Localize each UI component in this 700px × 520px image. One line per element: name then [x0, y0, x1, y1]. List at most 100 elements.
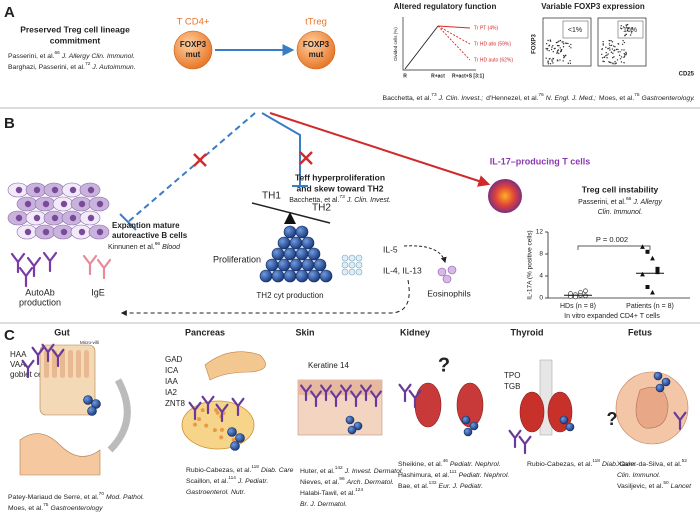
- dot: [606, 57, 608, 59]
- dot: [626, 27, 628, 29]
- dot: [617, 48, 619, 51]
- dot: [559, 39, 562, 42]
- cell: [219, 435, 224, 440]
- point: [650, 289, 655, 295]
- cell: [296, 30, 336, 70]
- x-tick-label: Patients (n = 8): [626, 303, 674, 310]
- tissue-name: Fetus: [628, 327, 652, 337]
- dot: [548, 49, 550, 52]
- dot: [619, 51, 621, 53]
- dot: [619, 58, 622, 60]
- dot: [620, 24, 622, 27]
- point: [640, 244, 645, 249]
- dot: [621, 49, 623, 51]
- antibody: [360, 384, 372, 402]
- dot: [570, 47, 572, 49]
- section-title: IL-17–producing T cells: [490, 156, 591, 166]
- dot: [616, 59, 619, 61]
- reference-journal: Diab. Care.: [602, 461, 636, 468]
- villus: [52, 350, 57, 378]
- dot: [603, 56, 606, 58]
- section-title: autoreactive B cells: [112, 231, 188, 240]
- point: [640, 271, 645, 277]
- eosinophil: [437, 267, 447, 277]
- dot: [557, 41, 559, 43]
- cell: [283, 247, 297, 261]
- dot: [630, 32, 633, 34]
- dot: [615, 62, 617, 64]
- cell: [469, 421, 479, 431]
- dot: [603, 60, 605, 63]
- label: ZNT8: [165, 399, 186, 408]
- reference: Clin. Immunol.: [617, 472, 661, 479]
- dot: [545, 43, 548, 45]
- cell: [277, 236, 291, 250]
- reference-journal: Pediatr. Nephrol.: [459, 472, 510, 479]
- dot: [601, 48, 603, 51]
- label: Eosinophils: [427, 288, 470, 298]
- reference: Clin. Immunol.: [598, 209, 643, 216]
- p-value: P = 0.002: [596, 235, 628, 244]
- nucleus: [78, 200, 86, 208]
- il17-cell: [488, 179, 522, 213]
- arrow: [120, 279, 410, 316]
- dot: [552, 44, 554, 47]
- reference-author: Sheikine, et al.: [398, 461, 443, 468]
- cell: [307, 247, 321, 261]
- dot: [546, 49, 548, 51]
- cell: [212, 428, 217, 433]
- dot: [601, 57, 604, 59]
- cell: [319, 269, 333, 283]
- tissue: [19, 433, 101, 476]
- section-title: and skew toward TH2: [297, 183, 384, 193]
- dot: [625, 53, 627, 56]
- reference: Gastroenterol. Nutr.: [186, 489, 246, 496]
- reference-ref: 114: [228, 475, 236, 481]
- antibody: [231, 397, 245, 417]
- villus: [60, 350, 65, 378]
- reference-journal: J. Autoimmun.: [91, 64, 135, 71]
- cytokine: [355, 268, 363, 276]
- plot-title: Altered regulatory function: [394, 2, 497, 11]
- label: Micro-villi: [80, 340, 99, 345]
- antibody: [51, 348, 65, 368]
- dot: [564, 54, 567, 57]
- cell-label: FOXP3: [303, 40, 330, 49]
- nucleus: [42, 228, 50, 236]
- cell: [289, 236, 303, 250]
- antibody: [310, 390, 322, 408]
- dot: [610, 44, 613, 47]
- section-title: Teff hyperproliferation: [295, 172, 385, 182]
- reference-journal: J. Pediatr.: [237, 478, 268, 485]
- reference-author: Bae, et al.: [398, 483, 429, 490]
- cell: [277, 258, 291, 272]
- plot-title: Variable FOXP3 expression: [541, 2, 645, 11]
- reference-journal: Mod. Pathol.: [106, 494, 144, 501]
- dot: [623, 52, 625, 55]
- cell-label: mut: [309, 50, 324, 59]
- reference-journal: Br. J. Dermatol.: [300, 501, 347, 508]
- reference-journal: Pediatr. Nephrol.: [450, 461, 501, 468]
- reference-journal: Clin. Immunol.: [617, 472, 661, 479]
- reference-ref: 75: [43, 502, 49, 508]
- cell: [219, 427, 224, 432]
- reference: Kinnunen et al.96 Blood: [108, 241, 181, 251]
- reference-journal: Gastroenterology.: [641, 95, 695, 102]
- reference: Vasiljevic, et al.50 Lancet: [617, 480, 692, 490]
- cell: [214, 408, 219, 413]
- nucleus: [87, 214, 95, 222]
- cell: [193, 422, 198, 427]
- label: Proliferation: [213, 254, 261, 264]
- dot: [567, 62, 570, 64]
- reference: Halabi-Tawil, et al.124: [300, 487, 363, 497]
- dot: [609, 49, 611, 51]
- reference-author: Vasiljevic, et al.: [617, 483, 663, 490]
- line: [437, 25, 471, 29]
- block-mark: [193, 153, 207, 167]
- y-tick-label: 4: [539, 273, 543, 280]
- antibody: [370, 390, 382, 408]
- cell-name: T CD4+: [177, 17, 210, 28]
- x-label: R+act+S [3:1]: [452, 73, 484, 79]
- cell: [661, 377, 671, 387]
- cell: [559, 415, 569, 425]
